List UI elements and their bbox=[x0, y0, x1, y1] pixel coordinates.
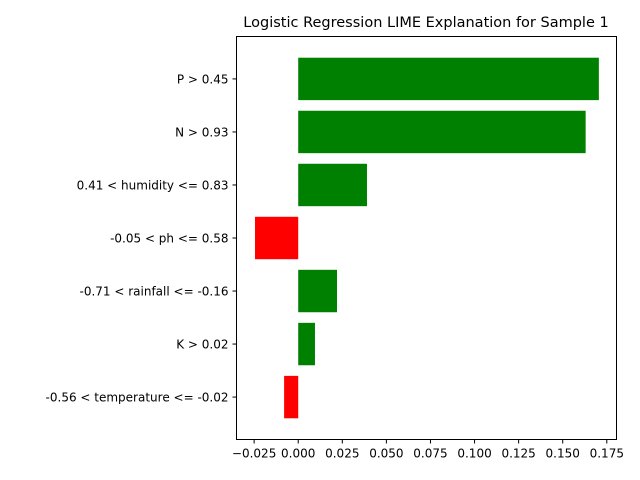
x-tick-label: 0.100 bbox=[457, 447, 491, 461]
bar-5 bbox=[298, 269, 338, 313]
axes-frame bbox=[236, 36, 617, 440]
y-tick-labels: P > 0.45 N > 0.93 0.41 < humidity <= 0.83 -… bbox=[46, 72, 237, 405]
x-tick-label: 0.050 bbox=[369, 447, 403, 461]
y-tick-label: 0.41 < humidity <= 0.83 bbox=[77, 178, 229, 192]
bar-7 bbox=[284, 375, 299, 419]
y-tick-label: -0.56 < temperature <= -0.02 bbox=[46, 391, 229, 405]
bar-4 bbox=[255, 216, 299, 260]
x-axis-ticks: −0.025 0.000 0.025 0.050 0.075 0.100 0.125 0.15… bbox=[232, 439, 624, 461]
chart-title: Logistic Regression LIME Explanation for… bbox=[243, 15, 608, 31]
y-tick-label: K > 0.02 bbox=[176, 338, 228, 352]
bar-3 bbox=[298, 163, 367, 207]
bar-2 bbox=[298, 110, 586, 154]
y-tick-label: N > 0.93 bbox=[175, 125, 228, 139]
x-tick-label: −0.025 bbox=[232, 447, 276, 461]
x-tick-label: 0.000 bbox=[281, 447, 315, 461]
bar-1 bbox=[298, 57, 599, 101]
y-tick-label: P > 0.45 bbox=[177, 72, 229, 86]
y-tick-label: -0.71 < rainfall <= -0.16 bbox=[80, 285, 229, 299]
x-tick-label: 0.175 bbox=[590, 447, 624, 461]
bar-6 bbox=[298, 322, 315, 366]
x-tick-label: 0.025 bbox=[325, 447, 359, 461]
x-tick-label: 0.150 bbox=[546, 447, 580, 461]
x-tick-label: 0.075 bbox=[413, 447, 447, 461]
bar-group bbox=[255, 57, 599, 419]
x-tick-label: 0.125 bbox=[501, 447, 535, 461]
y-tick-label: -0.05 < ph <= 0.58 bbox=[110, 232, 228, 246]
